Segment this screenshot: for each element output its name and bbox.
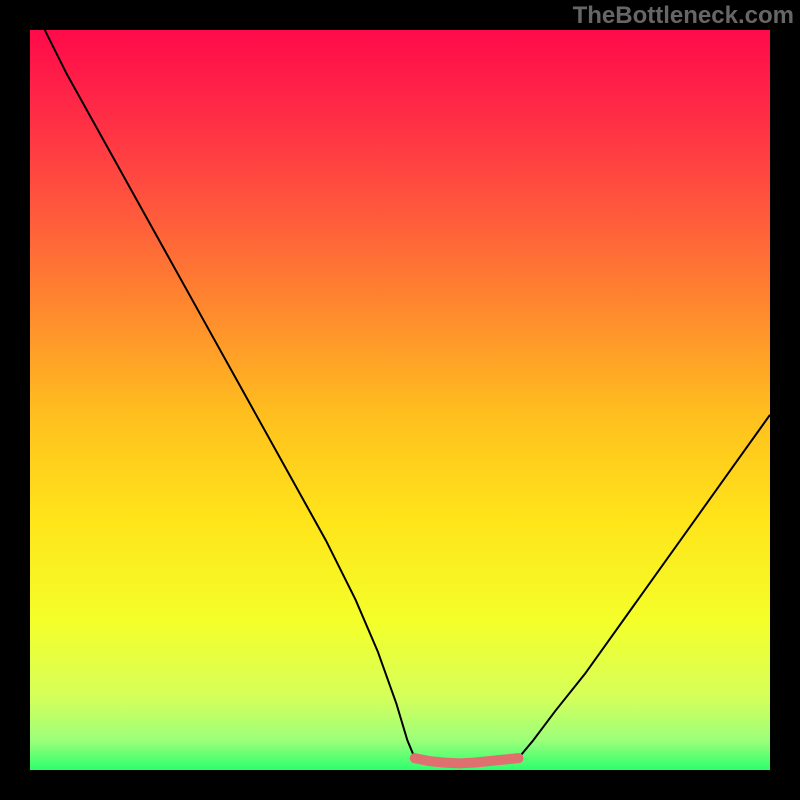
plot-area <box>30 30 770 770</box>
floor-marker-0 <box>410 753 420 763</box>
floor-marker-1 <box>425 756 435 766</box>
floor-marker-4 <box>469 758 479 768</box>
floor-marker-7 <box>513 753 523 763</box>
floor-marker-3 <box>454 758 464 768</box>
floor-marker-2 <box>439 758 449 768</box>
floor-marker-5 <box>484 756 494 766</box>
watermark-text: TheBottleneck.com <box>573 2 794 30</box>
gradient-rect <box>30 30 770 770</box>
chart-stage: TheBottleneck.com <box>0 0 800 800</box>
plot-svg <box>30 30 770 770</box>
floor-marker-6 <box>499 755 509 765</box>
